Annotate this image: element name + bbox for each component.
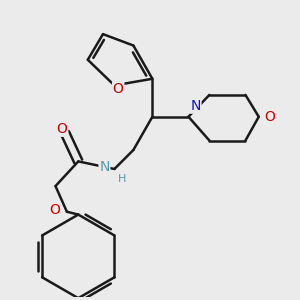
Text: O: O [50, 203, 60, 217]
Text: O: O [113, 82, 124, 96]
Text: N: N [99, 160, 110, 174]
Text: O: O [57, 122, 68, 136]
Text: O: O [265, 110, 275, 124]
Text: N: N [190, 99, 201, 113]
Text: H: H [118, 174, 127, 184]
